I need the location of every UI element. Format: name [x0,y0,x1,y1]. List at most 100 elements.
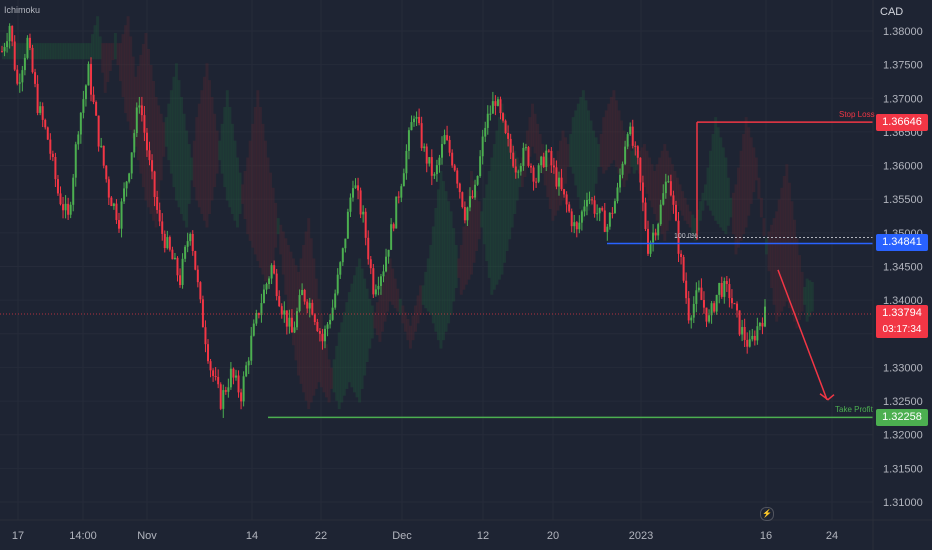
candle-body [374,289,377,295]
candle-body [268,278,271,285]
candle-body [400,186,403,198]
candle-body [425,146,428,164]
candle-body [90,63,93,95]
cloud-segment [441,181,445,341]
cloud-segment [32,43,36,60]
cloud-segment [653,170,657,215]
candle-body [494,101,497,106]
cloud-segment [286,244,290,315]
cloud-segment [388,258,392,302]
cloud-segment [726,177,730,226]
candle-body [224,390,227,392]
candle-body [415,116,418,119]
cloud-segment [167,103,171,161]
candle-body [565,194,568,205]
candle-body [237,375,240,393]
candle-body [298,295,301,312]
cloud-segment [630,150,634,167]
cloud-segment [297,271,301,376]
cloud-segment [380,283,384,332]
cloud-segment [218,140,222,161]
cloud-segment [57,43,61,60]
cloud-segment [543,150,547,186]
cloud-segment [737,167,741,248]
lightning-icon[interactable]: ⚡ [760,507,774,521]
candle-body [657,224,660,236]
cloud-segment [576,103,580,198]
y-tick-label: 1.31500 [883,463,923,475]
bar-countdown: 03:17:34 [876,322,928,338]
cloud-segment [558,140,562,206]
candle-body [435,165,438,175]
candle-body [39,106,42,113]
candle-body [1,51,3,53]
cloud-segment [294,265,298,361]
cloud-segment [93,25,97,60]
candle-body [186,241,189,247]
candle-body [359,190,362,215]
candle-body [176,257,179,276]
cloud-segment [482,197,486,245]
cloud-segment [129,36,133,130]
cloud-segment [785,164,789,302]
candle-body [680,253,683,258]
candle-body [145,132,148,151]
cloud-segment [210,96,214,201]
cloud-segment [103,43,107,93]
cloud-segment [688,211,692,228]
candle-body [74,144,77,178]
trade-overlays [0,121,873,419]
cloud-segment [408,325,412,349]
candle-body [344,238,347,249]
cloud-segment [75,43,79,60]
cloud-segment [706,167,710,206]
cloud-segment [139,54,143,174]
cloud-segment [681,191,685,216]
cloud-segment [775,211,779,322]
candle-body [171,249,174,260]
cloud-segment [744,117,748,228]
candle-body [613,201,616,214]
cloud-segment [146,48,150,208]
cloud-segment [586,110,590,211]
candle-body [530,165,533,168]
candle-body [209,361,212,371]
cloud-segment [251,123,255,248]
candle-body [293,327,296,333]
candle-body [466,207,469,221]
cloud-segment [777,199,781,317]
candle-body [28,37,31,48]
cloud-segment [719,137,723,228]
candle-body [128,173,131,182]
candle-body [489,113,492,115]
cloud-segment [70,43,74,60]
candle-body [624,146,627,164]
candle-body [260,303,263,316]
entry-price-tag: 1.34841 [876,234,928,251]
cloud-segment [73,43,77,60]
candle-body [148,150,151,161]
candle-body [372,268,375,295]
candle-body [659,204,662,225]
indicator-label[interactable]: Ichimoku [4,5,41,15]
candle-body [677,220,680,254]
cloud-segment [765,238,768,255]
cloud-segment [317,298,321,383]
candle-body [59,193,62,205]
cloud-segment [274,202,278,248]
candle-body [418,116,421,124]
cloud-segment [309,238,313,403]
candle-body [296,311,299,328]
candle-body [26,37,29,58]
candle-body [115,203,118,221]
candle-body [608,212,611,227]
candle-body [540,156,543,166]
candle-body [456,170,459,184]
x-tick-label: 14 [246,530,258,542]
candle-body [598,207,601,214]
candle-body [568,204,571,212]
cloud-segment [792,219,796,322]
candle-body [654,232,657,236]
